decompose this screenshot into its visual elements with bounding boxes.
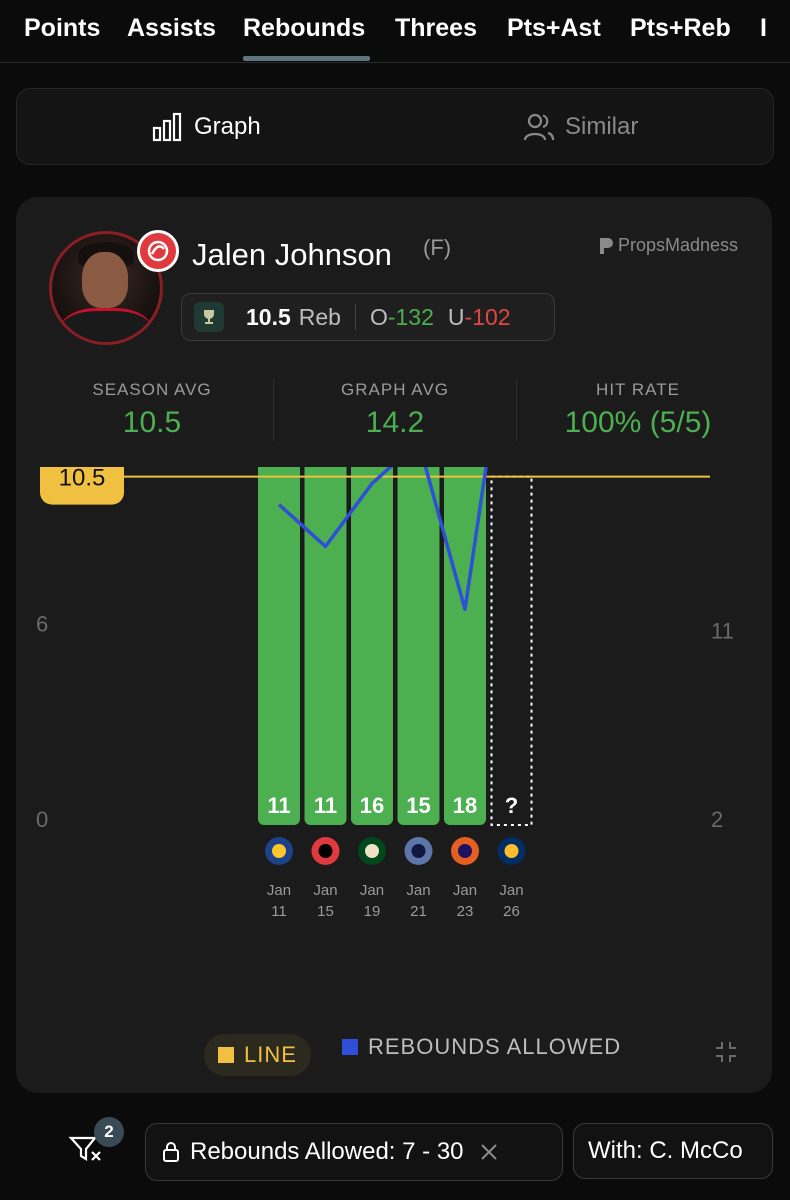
prop-line-badge	[40, 467, 124, 505]
bar-value-label: ?	[505, 793, 518, 818]
date-day: 11	[271, 903, 287, 920]
prop-line-badge-label: 10.5	[59, 467, 106, 492]
bar-value-label: 18	[453, 793, 477, 818]
player-position: (F)	[423, 235, 452, 260]
bar	[258, 467, 300, 825]
under-odds[interactable]: -102	[464, 303, 511, 330]
legend-rebounds-allowed[interactable]: REBOUNDS ALLOWED	[342, 1034, 621, 1060]
graph-view-button[interactable]: Graph	[152, 89, 261, 164]
tab-points[interactable]: Points	[24, 14, 101, 42]
users-icon	[523, 112, 555, 142]
opponent-logo-inner	[365, 844, 379, 858]
bar	[351, 467, 393, 825]
trophy-icon	[194, 302, 224, 332]
tab-pts-ast[interactable]: Pts+Ast	[507, 14, 601, 42]
filter-chip-label: Rebounds Allowed: 7 - 30	[190, 1138, 464, 1165]
hit-rate-label: HIT RATE	[596, 380, 680, 399]
graph-label: Graph	[194, 112, 261, 140]
player-prop-card: Jalen Johnson (F) PropsMadness 10.5 Reb …	[16, 197, 772, 1093]
tab-pts-reb[interactable]: Pts+Reb	[630, 14, 731, 42]
opponent-logo-inner	[504, 844, 519, 858]
tab-overflow[interactable]: I	[760, 14, 767, 42]
collapse-icon[interactable]	[714, 1040, 738, 1069]
brand-watermark: PropsMadness	[598, 235, 738, 256]
filter-chip-with-player[interactable]: With: C. McCo	[573, 1123, 773, 1179]
tab-rebounds[interactable]: Rebounds	[243, 14, 366, 42]
opponent-logo-inner	[411, 844, 426, 858]
prop-stat: Reb	[298, 303, 341, 330]
season-avg-value: 10.5	[122, 406, 182, 439]
bar-value-label: 11	[267, 793, 290, 818]
bar-value-label: 11	[314, 793, 337, 818]
bar-value-label: 16	[360, 793, 384, 818]
date-day: 21	[410, 903, 427, 920]
date-month: Jan	[313, 882, 337, 899]
similar-label: Similar	[565, 112, 639, 140]
date-month: Jan	[406, 882, 430, 899]
left-axis-tick: 0	[36, 807, 48, 832]
right-axis-tick: 2	[711, 807, 723, 832]
team-logo-icon	[137, 230, 179, 272]
brand-logo-icon	[600, 237, 613, 254]
bar	[304, 467, 347, 825]
opponent-logo-inner	[458, 844, 472, 858]
tab-assists[interactable]: Assists	[127, 14, 216, 42]
season-avg-label: SEASON AVG	[92, 380, 212, 399]
lock-icon	[162, 1141, 180, 1163]
date-month: Jan	[360, 882, 384, 899]
prop-line-value: 10.5	[246, 303, 291, 330]
legend-line[interactable]: LINE	[204, 1034, 311, 1076]
hit-rate-value: 100% (5/5)	[564, 406, 712, 439]
legend-series-label: REBOUNDS ALLOWED	[368, 1034, 622, 1059]
bar	[444, 467, 486, 825]
under-label: U	[447, 303, 465, 330]
filter-count-badge: 2	[94, 1117, 124, 1147]
prop-line-pill: 10.5 Reb O -132 U -102	[181, 293, 555, 341]
left-axis-tick: 6	[36, 611, 48, 636]
view-toggle: Graph Similar	[16, 88, 774, 165]
hit-rate-stat: HIT RATE 100% (5/5)	[518, 380, 758, 440]
date-day: 26	[503, 903, 520, 920]
series-swatch	[342, 1039, 358, 1055]
rebounds-chart: 181260302111211Jan1111Jan1516Jan1915Jan2…	[36, 467, 734, 920]
date-month: Jan	[453, 882, 477, 899]
over-label: O	[369, 303, 388, 330]
date-month: Jan	[499, 882, 523, 899]
over-odds[interactable]: -132	[387, 303, 434, 330]
opponent-logo-inner	[272, 844, 286, 858]
stat-tabs: Points Assists Rebounds Threes Pts+Ast P…	[0, 0, 790, 63]
line-swatch	[218, 1047, 234, 1063]
close-icon[interactable]	[480, 1143, 498, 1161]
graph-avg-stat: GRAPH AVG 14.2	[275, 380, 515, 440]
graph-avg-label: GRAPH AVG	[341, 380, 449, 399]
bar	[397, 467, 440, 825]
filter-chip-rebounds-allowed[interactable]: Rebounds Allowed: 7 - 30	[145, 1123, 563, 1181]
season-avg-stat: SEASON AVG 10.5	[32, 380, 272, 440]
date-day: 15	[317, 903, 334, 920]
legend-line-label: LINE	[244, 1042, 297, 1067]
graph-avg-value: 14.2	[365, 406, 425, 439]
bar-value-label: 15	[406, 793, 430, 818]
tab-threes[interactable]: Threes	[395, 14, 477, 42]
pending-bar	[490, 475, 533, 826]
active-tab-indicator	[243, 56, 370, 61]
bar-chart-icon	[152, 112, 184, 142]
opponent-logo-inner	[318, 844, 333, 858]
right-axis-tick: 11	[711, 618, 734, 643]
date-day: 19	[364, 903, 381, 920]
rebounds-allowed-line	[277, 467, 488, 612]
date-month: Jan	[267, 882, 291, 899]
similar-view-button[interactable]: Similar	[523, 89, 638, 164]
player-name: Jalen Johnson	[192, 237, 392, 272]
filter-chip-label: With: C. McCo	[588, 1137, 743, 1164]
date-day: 23	[457, 903, 474, 920]
